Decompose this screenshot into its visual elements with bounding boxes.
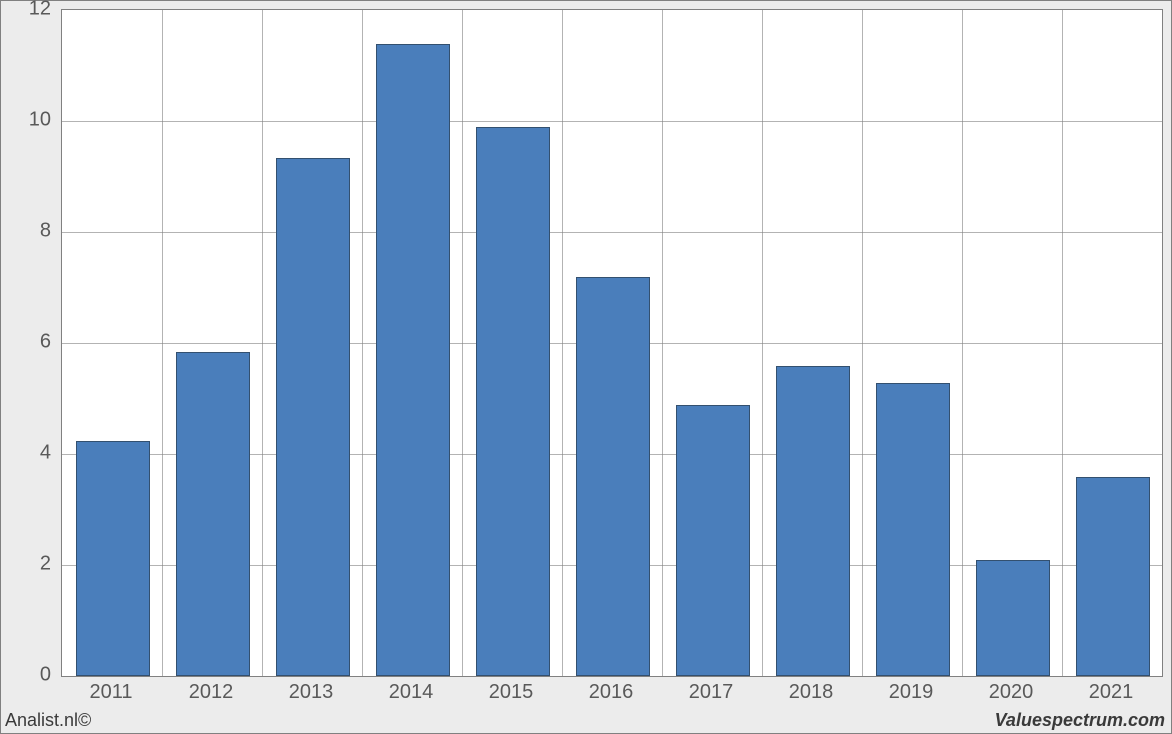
bar (676, 405, 750, 676)
bar (276, 158, 350, 676)
x-tick-label: 2017 (689, 681, 734, 704)
gridline-vertical (262, 10, 263, 676)
chart-frame: 0 2 4 6 8 10 12 2011 2012 2013 2014 2015 2016 2017 20… (0, 0, 1172, 734)
bar (1076, 477, 1150, 676)
bar (176, 352, 250, 676)
x-tick-label: 2020 (989, 681, 1034, 704)
bar (776, 366, 850, 676)
gridline-vertical (962, 10, 963, 676)
y-tick-label: 6 (1, 331, 51, 354)
bar (976, 560, 1050, 676)
gridline-vertical (862, 10, 863, 676)
bar (76, 441, 150, 676)
x-tick-label: 2015 (489, 681, 534, 704)
y-tick-label: 0 (1, 664, 51, 687)
bar (476, 127, 550, 676)
y-tick-label: 4 (1, 442, 51, 465)
x-tick-label: 2021 (1089, 681, 1134, 704)
y-tick-label: 8 (1, 220, 51, 243)
x-tick-label: 2012 (189, 681, 234, 704)
gridline-vertical (362, 10, 363, 676)
y-tick-label: 2 (1, 553, 51, 576)
gridline-vertical (162, 10, 163, 676)
y-tick-label: 10 (1, 109, 51, 132)
y-tick-label: 12 (1, 0, 51, 21)
x-tick-label: 2018 (789, 681, 834, 704)
footer-copyright: Analist.nl© (5, 710, 91, 731)
gridline-vertical (762, 10, 763, 676)
x-tick-label: 2011 (89, 681, 132, 704)
bar (576, 277, 650, 676)
plot-area (61, 9, 1163, 677)
gridline-horizontal (62, 121, 1162, 122)
gridline-horizontal (62, 232, 1162, 233)
bar (376, 44, 450, 676)
gridline-vertical (562, 10, 563, 676)
x-tick-label: 2019 (889, 681, 934, 704)
gridline-vertical (662, 10, 663, 676)
gridline-vertical (1062, 10, 1063, 676)
gridline-vertical (462, 10, 463, 676)
x-tick-label: 2014 (389, 681, 434, 704)
footer-source: Valuespectrum.com (995, 710, 1165, 731)
x-tick-label: 2016 (589, 681, 634, 704)
x-tick-label: 2013 (289, 681, 334, 704)
bar (876, 383, 950, 676)
